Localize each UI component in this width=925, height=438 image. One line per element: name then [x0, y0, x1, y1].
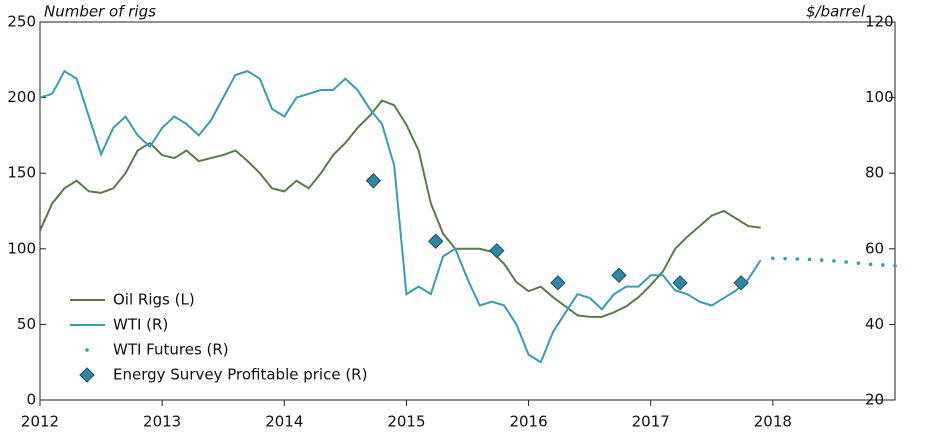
legend-swatch [79, 367, 95, 383]
y-tick-label: 150 [7, 164, 36, 182]
series-line [39, 69, 762, 364]
diamond-marker [550, 275, 566, 291]
future-dot [771, 256, 775, 261]
y-tick-label: 250 [7, 13, 36, 31]
future-dot [844, 260, 848, 264]
future-dot [807, 257, 812, 262]
diamond-marker [489, 242, 505, 259]
y-axis-label: Number of rigs [44, 3, 156, 21]
future-dot [795, 257, 800, 261]
future-dot [819, 258, 824, 262]
y-tick-label: 0 [26, 391, 36, 409]
future-dot [880, 263, 885, 267]
diamond-marker [611, 267, 627, 283]
y-tick-label: 50 [17, 315, 36, 333]
future-dot [832, 259, 836, 263]
y2-tick-label: 20 [865, 391, 884, 409]
diamond-marker [672, 275, 688, 291]
y2-axis-label: $/barrel [806, 3, 866, 21]
legend-label: Energy Survey Profitable price (R) [113, 366, 367, 384]
legend-swatch [85, 348, 89, 352]
diamond-marker [365, 173, 382, 189]
diamond-marker [428, 233, 444, 249]
x-tick-label: 2016 [509, 413, 547, 431]
y2-tick-label: 40 [865, 315, 884, 333]
x-tick-label: 2015 [387, 413, 425, 431]
y2-tick-label: 100 [865, 88, 894, 106]
series-line [39, 99, 761, 318]
x-tick-label: 2018 [754, 413, 792, 431]
y-tick-label: 200 [7, 88, 36, 106]
future-dot [868, 262, 873, 267]
legend-label: Oil Rigs (L) [113, 291, 195, 309]
legend-label: WTI Futures (R) [113, 341, 229, 359]
diamond-marker [733, 275, 749, 291]
x-tick-label: 2017 [632, 413, 670, 431]
y-tick-label: 100 [7, 239, 36, 257]
future-dot [893, 264, 897, 268]
future-dot [856, 261, 861, 265]
y2-tick-label: 120 [865, 13, 894, 31]
future-dot [783, 256, 787, 261]
x-tick-label: 2013 [143, 413, 181, 431]
x-tick-label: 2012 [21, 413, 59, 431]
plot-frame [39, 21, 896, 401]
y2-tick-label: 80 [865, 164, 884, 182]
legend-label: WTI (R) [113, 316, 168, 334]
y2-tick-label: 60 [865, 239, 884, 257]
x-tick-label: 2014 [265, 413, 303, 431]
